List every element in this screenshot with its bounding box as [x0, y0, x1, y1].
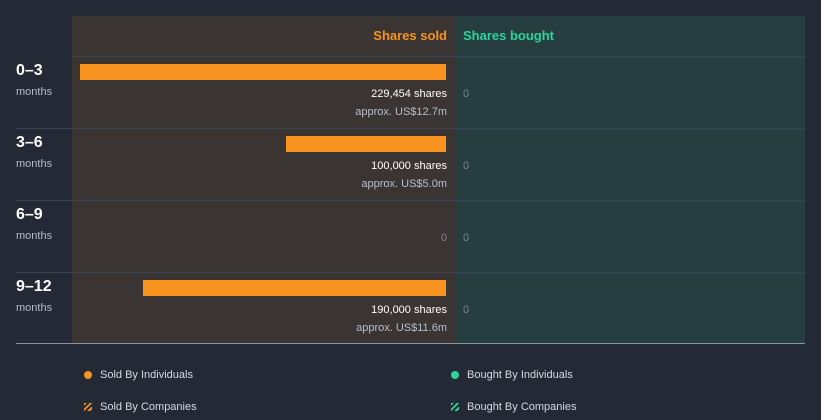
period-unit-label: months — [16, 158, 53, 170]
legend-item: Bought By Companies — [451, 401, 576, 413]
sold-shares-label: 190,000 shares — [371, 304, 447, 316]
bought-zero-label: 0 — [463, 304, 470, 316]
legend-hatch-icon — [451, 403, 459, 411]
period-unit-label: months — [16, 230, 53, 242]
legend-label: Sold By Companies — [100, 401, 197, 413]
legend-label: Sold By Individuals — [100, 369, 193, 381]
period-label: 3–6 — [16, 134, 43, 151]
shares-bought-header: Shares bought — [463, 28, 555, 43]
sold-zero-label: 0 — [440, 232, 447, 244]
period-label: 9–12 — [16, 278, 52, 295]
sold-bar — [286, 136, 446, 152]
bought-zero-label: 0 — [463, 88, 470, 100]
shares-sold-header: Shares sold — [373, 28, 447, 43]
legend-dot-icon — [84, 371, 92, 379]
period-label: 6–9 — [16, 206, 43, 223]
row-gridline — [72, 56, 805, 57]
legend-item: Bought By Individuals — [451, 369, 573, 381]
sold-shares-label: 100,000 shares — [371, 160, 447, 172]
sold-bar — [80, 64, 446, 80]
sold-value-label: approx. US$5.0m — [361, 178, 447, 190]
bought-zero-label: 0 — [463, 232, 470, 244]
sold-bar — [143, 280, 446, 296]
bought-panel — [455, 16, 805, 344]
legend-item: Sold By Companies — [84, 401, 197, 413]
sold-shares-label: 229,454 shares — [371, 88, 447, 100]
legend-label: Bought By Companies — [467, 401, 577, 413]
chart-baseline — [16, 343, 805, 344]
sold-value-label: approx. US$12.7m — [355, 106, 447, 118]
period-unit-label: months — [16, 302, 53, 314]
bought-zero-label: 0 — [463, 160, 470, 172]
period-label: 0–3 — [16, 62, 43, 79]
legend-label: Bought By Individuals — [467, 369, 573, 381]
row-gridline — [16, 128, 805, 129]
row-gridline — [16, 200, 805, 201]
legend-item: Sold By Individuals — [84, 369, 193, 381]
period-unit-label: months — [16, 86, 53, 98]
sold-value-label: approx. US$11.6m — [356, 322, 447, 334]
legend-dot-icon — [451, 371, 459, 379]
legend-hatch-icon — [84, 403, 92, 411]
row-gridline — [16, 272, 805, 273]
